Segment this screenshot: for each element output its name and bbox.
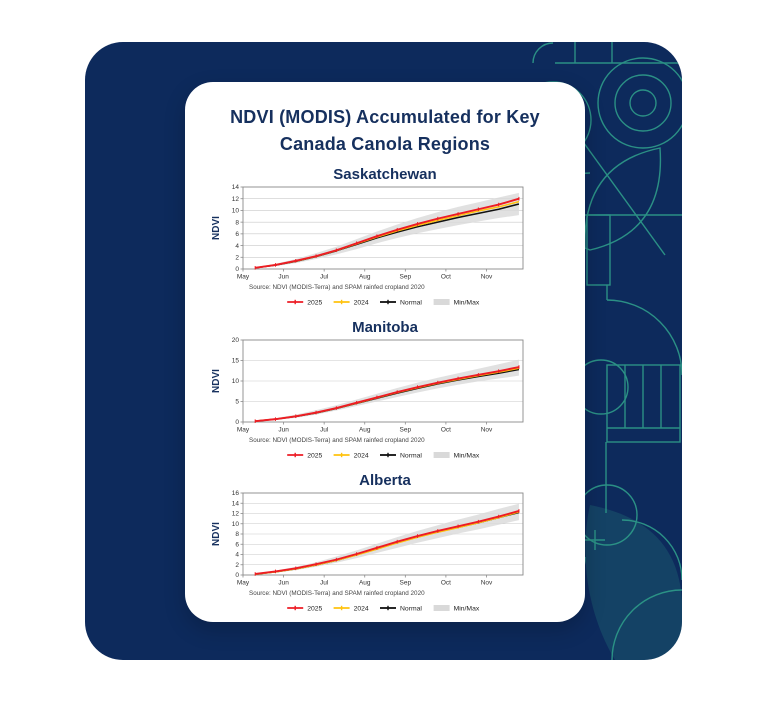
legend-label: 2025 [307, 605, 322, 612]
x-tick-label: Jul [320, 427, 329, 434]
y-tick-label: 6 [235, 541, 239, 548]
source-note: Source: NDVI (MODIS-Terra) and SPAM rain… [249, 590, 425, 597]
legend-item-min-max: Min/Max [433, 299, 480, 306]
page-title-line2: Canada Canola Regions [279, 134, 491, 154]
y-tick-label: 8 [235, 219, 239, 226]
x-tick-label: Aug [359, 580, 371, 587]
y-tick-label: 8 [235, 531, 239, 538]
legend-item-2024: 2024 [333, 299, 369, 306]
y-tick-label: 10 [232, 208, 240, 215]
legend-item-normal: Normal [380, 299, 422, 306]
legend-item-min-max: Min/Max [433, 452, 480, 459]
series-line-2024 [255, 200, 520, 269]
x-tick-label: Sep [400, 580, 412, 587]
legend-label: 2025 [307, 452, 322, 459]
y-tick-label: 2 [235, 562, 239, 569]
series-line-2025 [255, 197, 520, 269]
legend-item-2025: 2025 [287, 605, 323, 612]
chart-block-alberta: Alberta 0 2 4 6 8 10 12 14 16 May Jun Jul Aug Sep Oct No… [185, 472, 585, 617]
series-line-2025 [255, 510, 520, 575]
x-tick-label: Nov [481, 274, 493, 281]
legend-item-min-max: Min/Max [433, 605, 480, 612]
x-tick-label: Jun [278, 427, 289, 434]
chart-title: Saskatchewan [333, 166, 437, 183]
x-tick-label: Sep [400, 427, 412, 434]
minmax-band [255, 359, 519, 422]
chart-title: Manitoba [352, 319, 418, 336]
y-axis-label: NDVI [211, 522, 222, 546]
legend-label: Min/Max [454, 299, 480, 306]
y-tick-label: 0 [235, 419, 239, 426]
legend-label: 2024 [354, 605, 369, 612]
legend-label: 2025 [307, 299, 322, 306]
chart-title: Alberta [359, 472, 411, 489]
legend-item-2025: 2025 [287, 299, 323, 306]
x-tick-label: May [237, 427, 250, 434]
legend-item-2024: 2024 [333, 605, 369, 612]
x-tick-label: Nov [481, 427, 493, 434]
x-tick-label: Oct [441, 274, 451, 281]
x-tick-label: Sep [400, 274, 412, 281]
y-tick-label: 15 [232, 358, 240, 365]
legend-item-2024: 2024 [333, 452, 369, 459]
chart-block-manitoba: Manitoba 0 5 10 15 20 May Jun Jul Aug Sep Oct Nov NDV… [185, 319, 585, 464]
legend-label: Min/Max [454, 605, 480, 612]
y-axis-label: NDVI [211, 369, 222, 393]
y-tick-label: 6 [235, 231, 239, 238]
y-tick-label: 10 [232, 521, 240, 528]
x-tick-label: May [237, 274, 250, 281]
y-tick-label: 12 [232, 511, 240, 518]
minmax-band [255, 192, 519, 269]
x-tick-label: Aug [359, 274, 371, 281]
y-axis-label: NDVI [211, 216, 222, 240]
chart-block-saskatchewan: Saskatchewan 0 2 4 6 8 10 12 14 May Jun Jul Aug Sep Oc… [185, 166, 585, 311]
legend-label: 2024 [354, 452, 369, 459]
chart-plot-saskatchewan: 0 2 4 6 8 10 12 14 May Jun Jul Aug Sep Oct Nov NDVI Sour… [211, 184, 524, 306]
x-tick-label: Jun [278, 274, 289, 281]
y-tick-label: 4 [235, 243, 239, 250]
legend-label: 2024 [354, 299, 369, 306]
chart-plot-manitoba: 0 5 10 15 20 May Jun Jul Aug Sep Oct Nov NDVI Source:… [211, 337, 524, 459]
source-note: Source: NDVI (MODIS-Terra) and SPAM rain… [249, 284, 425, 291]
x-tick-label: Jul [320, 274, 329, 281]
legend-label: Normal [400, 605, 422, 612]
y-tick-label: 10 [232, 378, 240, 385]
page-title-line1: NDVI (MODIS) Accumulated for Key [230, 107, 540, 127]
series-line-2025 [255, 366, 520, 423]
y-tick-label: 16 [232, 490, 240, 497]
x-tick-label: Aug [359, 427, 371, 434]
x-tick-label: Jun [278, 580, 289, 587]
y-tick-label: 14 [232, 500, 240, 507]
x-tick-label: Jul [320, 580, 329, 587]
charts-container: Saskatchewan 0 2 4 6 8 10 12 14 May Jun Jul Aug Sep Oc… [185, 166, 585, 617]
y-tick-label: 0 [235, 572, 239, 579]
y-tick-label: 5 [235, 399, 239, 406]
x-tick-label: Oct [441, 580, 451, 587]
chart-plot-alberta: 0 2 4 6 8 10 12 14 16 May Jun Jul Aug Sep Oct Nov NDVI So… [211, 490, 524, 612]
leaf-shape [585, 505, 682, 660]
legend-label: Normal [400, 299, 422, 306]
legend-label: Min/Max [454, 452, 480, 459]
y-tick-label: 12 [232, 196, 240, 203]
minmax-band [255, 503, 519, 575]
legend-item-normal: Normal [380, 605, 422, 612]
y-tick-label: 2 [235, 254, 239, 261]
source-note: Source: NDVI (MODIS-Terra) and SPAM rain… [249, 437, 425, 444]
x-tick-label: Oct [441, 427, 451, 434]
legend-item-2025: 2025 [287, 452, 323, 459]
legend-label: Normal [400, 452, 422, 459]
y-tick-label: 0 [235, 266, 239, 273]
report-card: NDVI (MODIS) Accumulated for Key Canada C… [185, 82, 585, 622]
y-tick-label: 20 [232, 337, 240, 344]
y-tick-label: 4 [235, 552, 239, 559]
legend-item-normal: Normal [380, 452, 422, 459]
page-title: NDVI (MODIS) Accumulated for Key Canada C… [203, 104, 567, 158]
brand-panel: NDVI (MODIS) Accumulated for Key Canada C… [85, 42, 682, 660]
x-tick-label: Nov [481, 580, 493, 587]
x-tick-label: May [237, 580, 250, 587]
y-tick-label: 14 [232, 184, 240, 191]
